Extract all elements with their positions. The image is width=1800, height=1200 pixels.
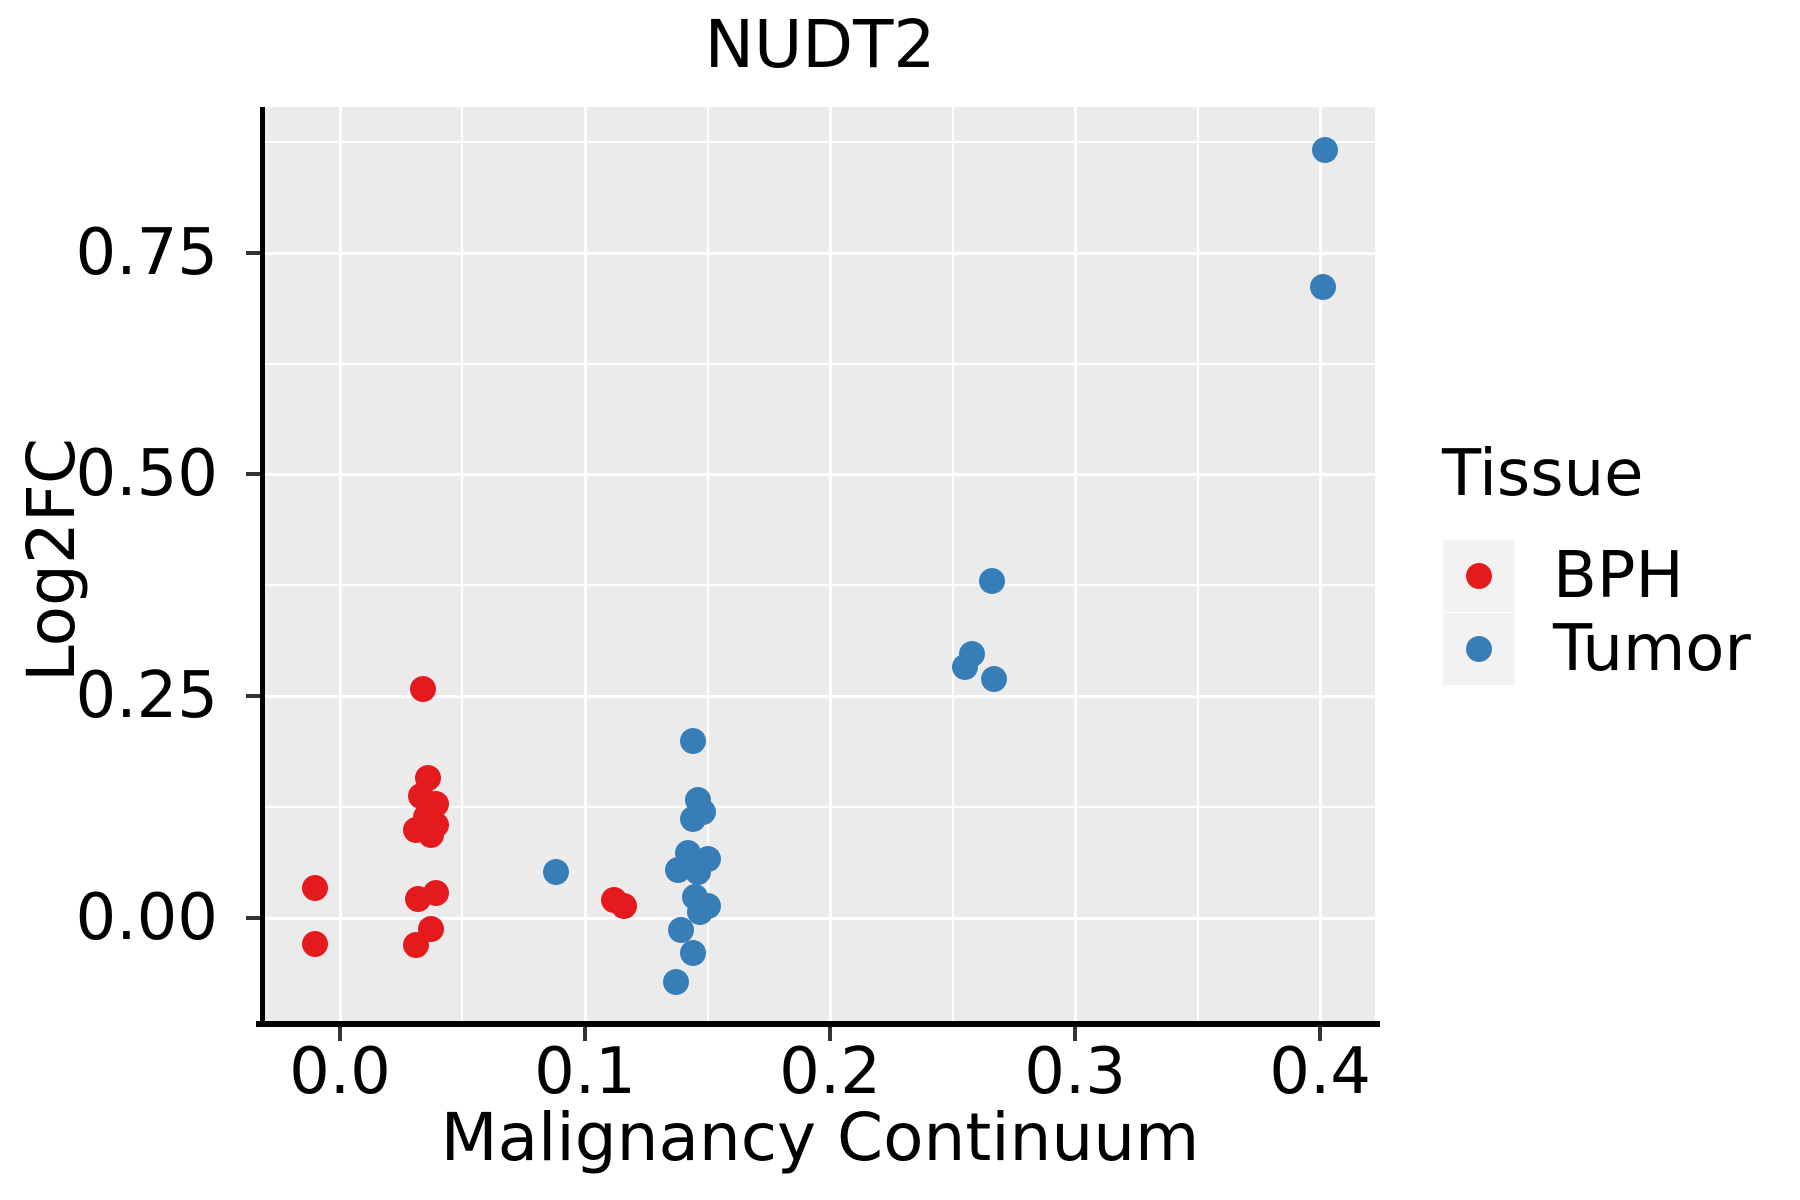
- plot-panel: [265, 107, 1375, 1021]
- x-tick-mark: [1073, 1027, 1078, 1041]
- minor-gridline: [1196, 107, 1199, 1021]
- major-gridline: [265, 695, 1375, 699]
- legend-label-bph: BPH: [1553, 539, 1684, 613]
- major-gridline: [1074, 107, 1078, 1021]
- major-gridline: [265, 917, 1375, 920]
- plot-title: NUDT2: [704, 6, 936, 83]
- x-tick-label: 0.1: [534, 1035, 636, 1109]
- data-point-bph: [302, 874, 329, 901]
- y-axis-line: [260, 107, 265, 1026]
- data-point-bph: [410, 676, 437, 703]
- data-point-tumor: [679, 727, 706, 754]
- data-point-bph: [302, 930, 329, 957]
- y-tick-label: 0.50: [75, 437, 219, 512]
- major-gridline: [829, 107, 833, 1021]
- minor-gridline: [706, 107, 709, 1021]
- y-tick-mark: [246, 472, 260, 477]
- minor-gridline: [265, 806, 1375, 809]
- y-tick-mark: [246, 916, 260, 920]
- minor-gridline: [265, 584, 1375, 587]
- minor-gridline: [265, 362, 1375, 365]
- y-axis-title: Log2FC: [13, 438, 90, 682]
- major-gridline: [1319, 107, 1323, 1021]
- x-axis-title: Malignancy Continuum: [440, 1099, 1200, 1176]
- x-tick-mark: [1318, 1027, 1323, 1041]
- legend-title: Tissue: [1442, 437, 1644, 511]
- y-tick-label: 0.75: [75, 215, 219, 290]
- x-axis-line: [256, 1021, 1380, 1027]
- major-gridline: [584, 107, 587, 1021]
- x-tick-mark: [337, 1027, 342, 1041]
- y-tick-mark: [246, 694, 260, 699]
- data-point-tumor: [1309, 274, 1336, 301]
- x-tick-mark: [583, 1027, 587, 1041]
- legend-key-tumor: [1443, 613, 1515, 685]
- legend-key-bph: [1443, 540, 1515, 612]
- data-point-tumor: [1312, 136, 1338, 163]
- major-gridline: [338, 107, 342, 1021]
- data-point-tumor: [667, 916, 694, 943]
- data-point-tumor: [662, 968, 689, 995]
- x-tick-label: 0.0: [289, 1035, 391, 1109]
- y-tick-label: 0.00: [75, 881, 219, 955]
- bph-dot-icon: [1466, 563, 1492, 589]
- data-point-tumor: [679, 940, 706, 967]
- tumor-dot-icon: [1466, 636, 1492, 662]
- data-point-tumor: [978, 567, 1005, 594]
- data-point-tumor: [684, 858, 711, 885]
- data-point-bph: [611, 893, 638, 920]
- data-point-bph: [402, 931, 429, 958]
- x-tick-label: 0.4: [1269, 1035, 1371, 1109]
- data-point-tumor: [951, 653, 978, 680]
- major-gridline: [265, 473, 1375, 477]
- data-point-tumor: [981, 666, 1008, 693]
- minor-gridline: [265, 140, 1375, 143]
- x-tick-label: 0.2: [779, 1035, 881, 1109]
- major-gridline: [265, 251, 1375, 255]
- minor-gridline: [461, 107, 464, 1021]
- data-point-bph: [417, 821, 444, 848]
- y-tick-label: 0.25: [75, 659, 219, 734]
- minor-gridline: [951, 107, 954, 1021]
- data-point-tumor: [687, 898, 714, 925]
- data-point-bph: [405, 885, 432, 912]
- x-tick-label: 0.3: [1024, 1035, 1126, 1109]
- data-point-tumor: [542, 858, 569, 885]
- data-point-tumor: [679, 805, 706, 832]
- y-tick-mark: [246, 250, 260, 255]
- x-tick-mark: [828, 1027, 833, 1041]
- legend-label-tumor: Tumor: [1553, 612, 1751, 686]
